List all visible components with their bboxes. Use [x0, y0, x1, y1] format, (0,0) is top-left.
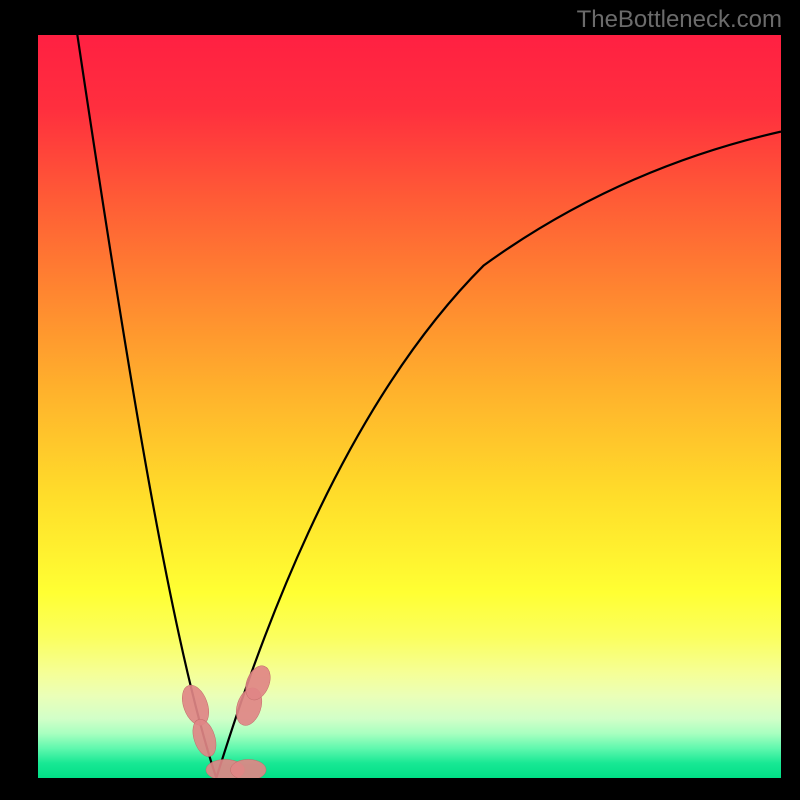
chart-background-gradient	[38, 35, 781, 778]
watermark-text: TheBottleneck.com	[577, 6, 782, 34]
data-blob	[230, 759, 266, 778]
chart-plot-area	[38, 35, 781, 778]
chart-svg	[38, 35, 781, 778]
